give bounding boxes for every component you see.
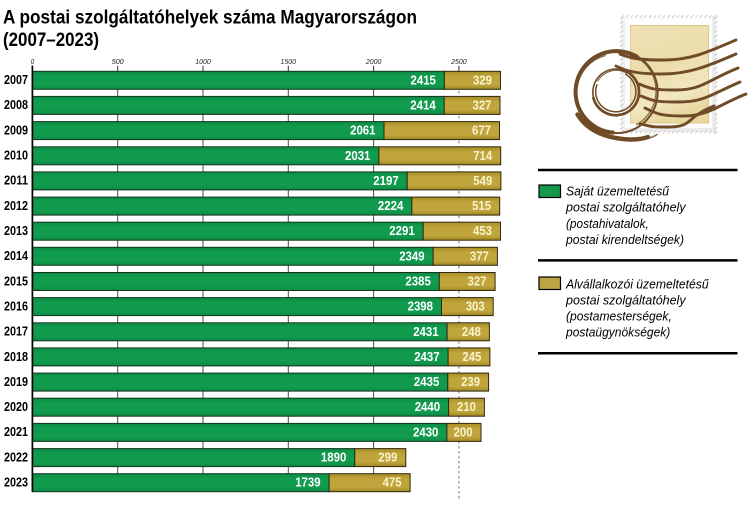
svg-text:1739: 1739 xyxy=(295,475,320,490)
svg-text:2023: 2023 xyxy=(4,475,28,490)
svg-text:2016: 2016 xyxy=(4,298,28,313)
svg-text:677: 677 xyxy=(472,123,491,138)
svg-text:2224: 2224 xyxy=(378,198,404,213)
svg-text:475: 475 xyxy=(383,475,402,490)
svg-text:210: 210 xyxy=(457,399,476,414)
svg-text:2440: 2440 xyxy=(415,399,440,414)
svg-text:1000: 1000 xyxy=(195,57,211,66)
svg-text:2012: 2012 xyxy=(4,198,28,213)
svg-text:Alvállalkozói üzemeltetésű: Alvállalkozói üzemeltetésű xyxy=(565,276,709,291)
svg-text:239: 239 xyxy=(461,374,480,389)
svg-text:2018: 2018 xyxy=(4,349,28,364)
svg-text:2000: 2000 xyxy=(365,57,382,66)
svg-text:2009: 2009 xyxy=(4,122,28,137)
svg-text:2437: 2437 xyxy=(414,349,439,364)
svg-text:549: 549 xyxy=(473,173,492,188)
svg-text:515: 515 xyxy=(472,198,491,213)
svg-text:2349: 2349 xyxy=(399,248,424,263)
svg-text:329: 329 xyxy=(473,72,492,87)
svg-text:(2007–2023): (2007–2023) xyxy=(3,29,99,51)
svg-text:303: 303 xyxy=(466,299,485,314)
svg-text:postaügynökségek): postaügynökségek) xyxy=(565,325,670,340)
svg-text:714: 714 xyxy=(473,148,493,163)
svg-text:2197: 2197 xyxy=(373,173,398,188)
svg-text:2430: 2430 xyxy=(413,424,438,439)
svg-text:A postai szolgáltatóhelyek szá: A postai szolgáltatóhelyek száma Magyaro… xyxy=(3,7,417,29)
svg-text:2007: 2007 xyxy=(4,72,28,87)
svg-text:2017: 2017 xyxy=(4,324,28,339)
svg-text:2385: 2385 xyxy=(405,274,430,289)
svg-text:2021: 2021 xyxy=(4,424,28,439)
svg-text:327: 327 xyxy=(473,97,492,112)
svg-text:2011: 2011 xyxy=(4,173,28,188)
svg-text:2013: 2013 xyxy=(4,223,28,238)
svg-text:2031: 2031 xyxy=(345,148,370,163)
svg-text:2020: 2020 xyxy=(4,399,28,414)
svg-text:2014: 2014 xyxy=(4,248,29,263)
svg-text:2061: 2061 xyxy=(350,123,375,138)
svg-text:377: 377 xyxy=(470,248,489,263)
svg-text:2008: 2008 xyxy=(4,97,28,112)
svg-text:2414: 2414 xyxy=(410,97,436,112)
svg-text:2500: 2500 xyxy=(450,57,467,66)
svg-text:2291: 2291 xyxy=(389,223,414,238)
svg-text:453: 453 xyxy=(473,223,492,238)
svg-text:299: 299 xyxy=(378,450,397,465)
svg-text:2022: 2022 xyxy=(4,449,28,464)
svg-text:2431: 2431 xyxy=(413,324,438,339)
svg-text:(postamesterségek,: (postamesterségek, xyxy=(566,309,672,324)
svg-text:2010: 2010 xyxy=(4,148,28,163)
svg-text:327: 327 xyxy=(468,274,487,289)
svg-text:245: 245 xyxy=(462,349,481,364)
svg-text:200: 200 xyxy=(454,424,473,439)
svg-text:(postahivatalok,: (postahivatalok, xyxy=(566,216,649,231)
svg-text:248: 248 xyxy=(462,324,481,339)
svg-text:500: 500 xyxy=(112,57,125,66)
svg-text:0: 0 xyxy=(31,57,35,66)
svg-text:2435: 2435 xyxy=(414,374,439,389)
svg-text:1890: 1890 xyxy=(321,450,346,465)
svg-text:postai szolgáltatóhely: postai szolgáltatóhely xyxy=(565,200,687,215)
svg-text:postai szolgáltatóhely: postai szolgáltatóhely xyxy=(565,293,687,308)
svg-text:1500: 1500 xyxy=(281,57,297,66)
svg-text:postai kirendeltségek): postai kirendeltségek) xyxy=(565,232,684,247)
svg-text:2015: 2015 xyxy=(4,273,28,288)
svg-text:Saját üzemeltetésű: Saját üzemeltetésű xyxy=(566,184,670,199)
svg-text:2415: 2415 xyxy=(411,72,436,87)
svg-text:2019: 2019 xyxy=(4,374,28,389)
svg-text:2398: 2398 xyxy=(408,299,433,314)
